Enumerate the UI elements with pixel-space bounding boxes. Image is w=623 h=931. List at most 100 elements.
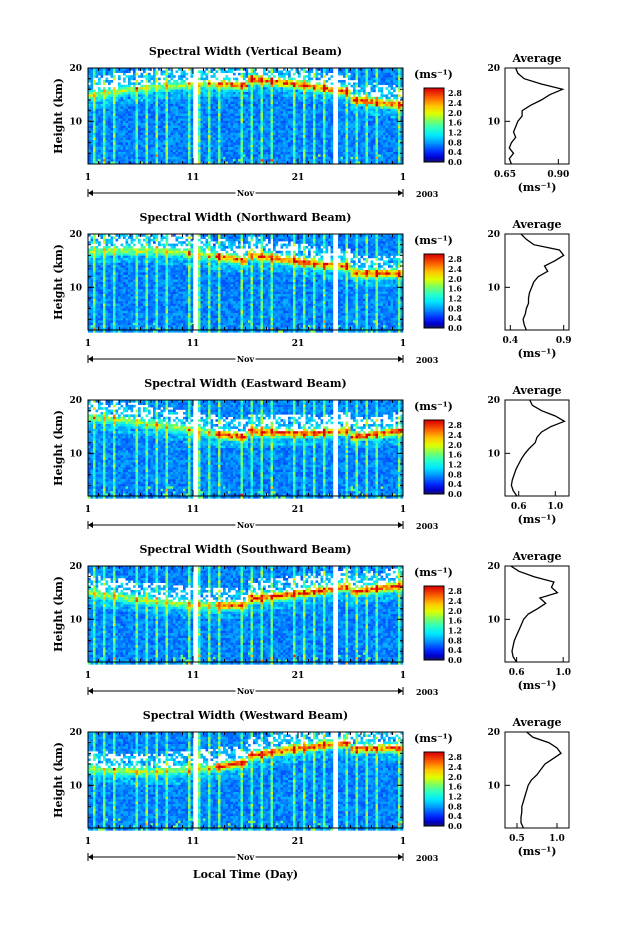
heatmap-cell <box>118 96 121 100</box>
heatmap-cell <box>318 77 321 81</box>
heatmap-cell <box>203 144 206 148</box>
heatmap-cell <box>205 77 209 81</box>
heatmap-cell <box>255 77 259 81</box>
heatmap-cell <box>90 123 94 126</box>
heatmap-cell <box>125 123 129 126</box>
heatmap-cell <box>355 142 359 145</box>
heatmap-cell <box>228 106 231 109</box>
heatmap-cell <box>175 132 179 136</box>
heatmap-cell <box>253 80 256 83</box>
heatmap-cell <box>330 144 334 148</box>
heatmap-cell <box>248 125 251 129</box>
heatmap-cell <box>110 123 114 126</box>
heatmap-cell <box>155 96 159 100</box>
heatmap-cell <box>358 70 361 73</box>
heatmap-cell <box>145 142 149 145</box>
heatmap-cell <box>300 99 304 102</box>
heatmap-cell <box>313 152 316 155</box>
heatmap-cell <box>160 135 164 138</box>
heatmap-cell <box>383 154 386 157</box>
heatmap-cell <box>255 132 259 136</box>
heatmap-cell <box>295 144 299 148</box>
heatmap-cell <box>380 116 384 119</box>
heatmap-cell <box>100 92 104 95</box>
heatmap-cell <box>90 315 94 319</box>
heatmap-cell <box>170 82 174 85</box>
heatmap-cell <box>155 125 159 129</box>
heatmap-cell <box>148 125 151 129</box>
heatmap-cell <box>310 149 314 153</box>
heatmap-cell <box>210 130 214 133</box>
heatmap-cell <box>325 92 329 95</box>
heatmap-cell <box>278 99 281 102</box>
heatmap-cell <box>173 128 176 131</box>
heatmap-cell <box>325 120 329 124</box>
heatmap-cell <box>288 135 291 138</box>
heatmap-cell <box>258 77 261 81</box>
heatmap-cell <box>380 130 384 133</box>
heatmap-cell <box>90 262 94 266</box>
heatmap-cell <box>325 118 329 121</box>
heatmap-cell <box>265 125 269 129</box>
heatmap-cell <box>93 236 96 239</box>
heatmap-cell <box>150 123 154 126</box>
heatmap-cell <box>93 82 96 85</box>
heatmap-cell <box>270 99 274 102</box>
heatmap-cell <box>250 111 254 114</box>
heatmap-cell <box>245 108 249 112</box>
heatmap-cell <box>140 104 144 107</box>
heatmap-cell <box>265 147 269 150</box>
heatmap-cell <box>338 142 341 145</box>
heatmap-cell <box>208 120 211 124</box>
heatmap-cell <box>345 120 349 124</box>
heatmap-cell <box>153 104 156 107</box>
heatmap-cell <box>353 106 356 109</box>
heatmap-cell <box>170 130 174 133</box>
heatmap-cell <box>93 325 96 328</box>
heatmap-cell <box>373 99 376 102</box>
heatmap-cell <box>123 116 126 119</box>
heatmap-cell <box>173 120 176 124</box>
heatmap-cell <box>108 87 111 90</box>
heatmap-cell <box>265 140 269 143</box>
heatmap-cell <box>190 104 194 107</box>
heatmap-cell <box>283 128 286 131</box>
heatmap-cell <box>285 106 289 109</box>
heatmap-cell <box>300 82 304 85</box>
heatmap-cell <box>263 144 266 148</box>
heatmap-cell <box>205 159 209 162</box>
heatmap-cell <box>290 118 294 121</box>
heatmap-cell <box>343 92 346 95</box>
heatmap-cell <box>370 137 374 141</box>
heatmap-cell <box>388 120 391 124</box>
heatmap-cell <box>345 144 349 148</box>
heatmap-cell <box>348 94 351 97</box>
heatmap-cell <box>293 125 296 129</box>
heatmap-cell <box>365 75 369 78</box>
heatmap-cell <box>338 92 341 95</box>
heatmap-cell <box>240 92 244 95</box>
heatmap-cell <box>383 94 386 97</box>
heatmap-cell <box>370 77 374 81</box>
heatmap-cell <box>370 130 374 133</box>
heatmap-cell <box>103 289 106 292</box>
heatmap-cell <box>305 118 309 121</box>
heatmap-cell <box>93 306 96 309</box>
heatmap-cell <box>290 159 294 162</box>
heatmap-cell <box>320 104 324 107</box>
heatmap-cell <box>95 149 99 153</box>
heatmap-cell <box>210 82 214 85</box>
heatmap-cell <box>205 123 209 126</box>
heatmap-cell <box>98 282 101 285</box>
heatmap-cell <box>183 80 186 83</box>
heatmap-cell <box>355 120 359 124</box>
heatmap-cell <box>173 135 176 138</box>
heatmap-cell <box>353 77 356 81</box>
heatmap-cell <box>260 104 264 107</box>
heatmap-cell <box>278 89 281 93</box>
heatmap-cell <box>345 159 349 162</box>
heatmap-cell <box>348 92 351 95</box>
heatmap-cell <box>205 154 209 157</box>
heatmap-cell <box>368 149 371 153</box>
heatmap-cell <box>98 322 101 326</box>
